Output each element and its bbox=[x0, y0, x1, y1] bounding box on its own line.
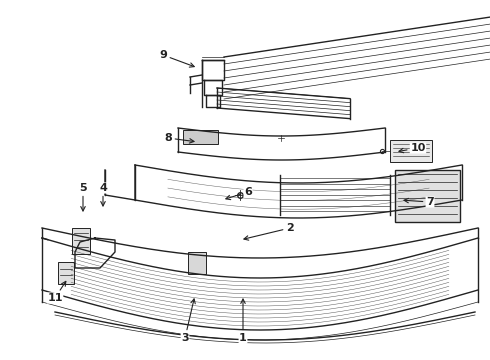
Bar bbox=[183, 130, 218, 144]
Text: 11: 11 bbox=[47, 282, 66, 303]
Bar bbox=[72, 228, 90, 254]
Text: 1: 1 bbox=[239, 299, 247, 343]
Bar bbox=[390, 140, 432, 162]
Text: 3: 3 bbox=[181, 299, 195, 343]
Text: 4: 4 bbox=[99, 183, 107, 206]
Text: 9: 9 bbox=[159, 50, 194, 67]
Text: 7: 7 bbox=[404, 197, 434, 207]
Text: 6: 6 bbox=[226, 187, 252, 200]
Text: 10: 10 bbox=[399, 143, 426, 153]
Text: 5: 5 bbox=[79, 183, 87, 211]
Bar bbox=[188, 252, 206, 274]
Text: 2: 2 bbox=[244, 223, 294, 240]
Text: 8: 8 bbox=[164, 133, 194, 143]
Bar bbox=[58, 262, 74, 284]
Bar bbox=[395, 170, 460, 222]
